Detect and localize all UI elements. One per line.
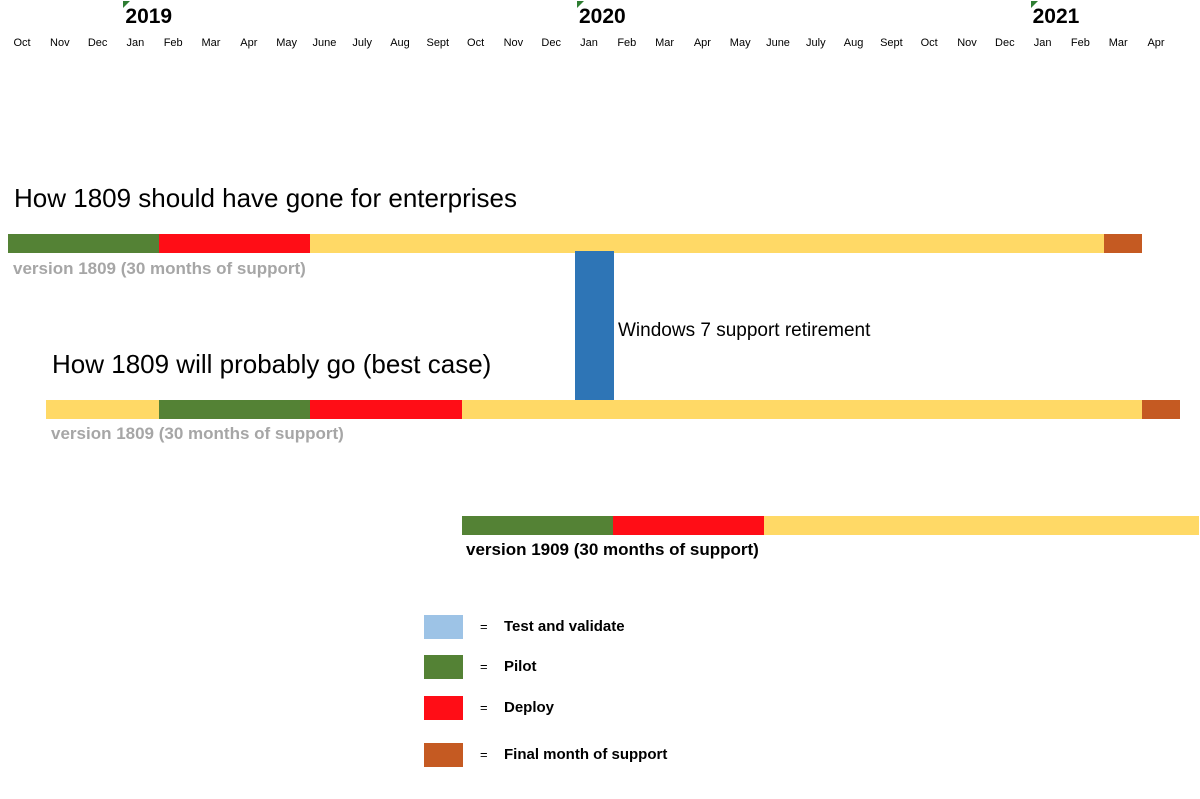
month-label: Dec: [995, 37, 1015, 49]
segment-final: [1142, 400, 1180, 419]
segment-deploy: [310, 400, 462, 419]
month-label: Mar: [201, 37, 221, 49]
month-label: Aug: [843, 37, 864, 49]
month-timeline: Oct Nov Dec Jan Feb Mar Apr May June July Aug Sept O…: [0, 0, 1200, 60]
legend-equals: =: [480, 747, 488, 762]
month-label: Jan: [126, 37, 145, 49]
windows7-retirement-block: [575, 251, 614, 400]
year-label: 2019: [125, 5, 173, 28]
month-label: Oct: [920, 37, 938, 49]
month-label: Oct: [13, 37, 31, 49]
legend-swatch-pilot: [424, 655, 463, 679]
month-label: Mar: [1108, 37, 1128, 49]
legend-swatch-test: [424, 615, 463, 639]
segment-deploy: [612, 516, 764, 535]
month-label: Nov: [50, 37, 70, 49]
month-label: June: [766, 37, 790, 49]
month-label: Sept: [880, 37, 903, 49]
month-label: Dec: [87, 37, 108, 49]
legend-label-deploy: Deploy: [504, 699, 555, 716]
month-label: Oct: [467, 37, 485, 49]
legend-label-final: Final month of support: [504, 746, 668, 763]
segment-support: [310, 234, 1105, 253]
year-marker-icon: [577, 1, 584, 8]
month-label: Feb: [1070, 37, 1090, 49]
segment-pilot: [8, 234, 160, 253]
year-marker-icon: [123, 1, 131, 8]
bar-label-1909: version 1909 (30 months of support): [466, 540, 759, 559]
month-label: Apr: [693, 37, 711, 49]
month-label: Jan: [1033, 37, 1052, 49]
month-label: Apr: [240, 37, 258, 49]
legend-label-pilot: Pilot: [504, 658, 537, 675]
month-label: Apr: [1147, 37, 1165, 49]
segment-pilot: [461, 516, 613, 535]
month-label: June: [312, 37, 337, 49]
segment-support: [764, 516, 1199, 535]
segment-pilot: [159, 400, 311, 419]
section-title-probably: How 1809 will probably go (best case): [52, 349, 492, 379]
month-label: Jan: [580, 37, 598, 49]
segment-deploy: [159, 234, 311, 253]
segment-final: [1104, 234, 1142, 253]
month-label: May: [729, 37, 751, 49]
month-label: May: [276, 37, 297, 49]
legend-label-test: Test and validate: [504, 618, 625, 635]
year-label: 2021: [1032, 5, 1080, 28]
month-label: Feb: [163, 37, 183, 49]
year-marker-icon: [1030, 1, 1038, 8]
month-label: Nov: [503, 37, 524, 49]
month-label: Dec: [541, 37, 561, 49]
legend-equals: =: [480, 700, 488, 715]
legend-equals: =: [480, 619, 488, 634]
month-label: Mar: [655, 37, 675, 49]
segment-support: [461, 400, 1142, 419]
year-label: 2020: [579, 5, 626, 28]
bar-label-1809-should: version 1809 (30 months of support): [13, 259, 306, 278]
month-label: Nov: [957, 37, 977, 49]
bar-label-1809-probably: version 1809 (30 months of support): [51, 424, 344, 443]
month-label: July: [806, 37, 826, 49]
month-label: Aug: [390, 37, 410, 49]
windows7-retirement-label: Windows 7 support retirement: [618, 320, 871, 341]
segment-support: [45, 400, 160, 419]
legend-equals: =: [480, 659, 488, 674]
month-label: Feb: [617, 37, 637, 49]
month-label: July: [352, 37, 372, 49]
legend-swatch-final: [424, 743, 463, 767]
month-label: Sept: [426, 37, 450, 49]
section-title-should: How 1809 should have gone for enterprise…: [14, 183, 517, 213]
legend-swatch-deploy: [424, 696, 463, 720]
